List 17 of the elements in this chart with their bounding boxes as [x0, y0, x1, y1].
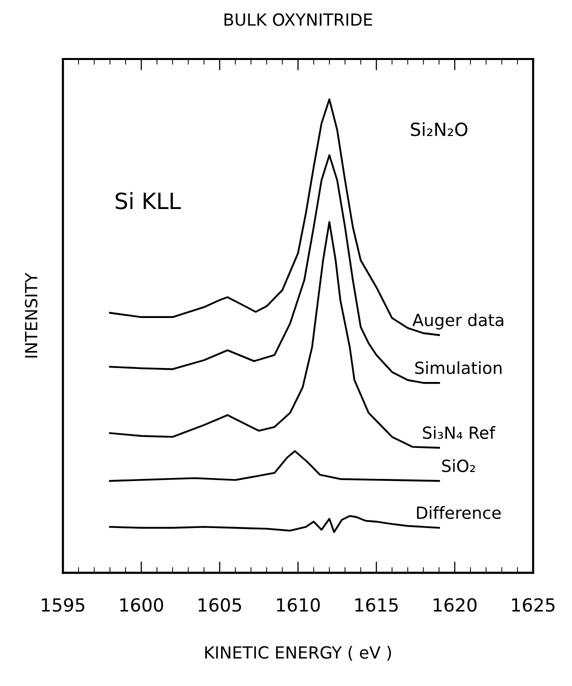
annotation: Si₂N₂O: [410, 122, 468, 136]
x-tick-label: 1610: [277, 598, 320, 612]
x-tick-label: 1595: [42, 598, 84, 612]
series-label: Difference: [417, 506, 501, 520]
x-axis-title: KINETIC ENERGY ( eV ): [205, 646, 391, 661]
x-tick-label: 1625: [512, 598, 554, 612]
x-tick-label: 1615: [355, 598, 398, 612]
series-label: Simulation: [415, 361, 502, 374]
chart-title: BULK OXYNITRIDE: [224, 13, 372, 26]
annotation: Si KLL: [116, 192, 181, 210]
x-tick-label: 1620: [434, 598, 477, 612]
series-label: SiO₂: [442, 459, 475, 472]
series-label: Si₃N₄ Ref: [422, 426, 496, 440]
y-axis-title: INTENSITY: [24, 272, 38, 358]
series-label: Auger data: [412, 313, 504, 330]
x-tick-label: 1605: [198, 598, 242, 612]
x-tick-label: 1600: [120, 598, 164, 612]
